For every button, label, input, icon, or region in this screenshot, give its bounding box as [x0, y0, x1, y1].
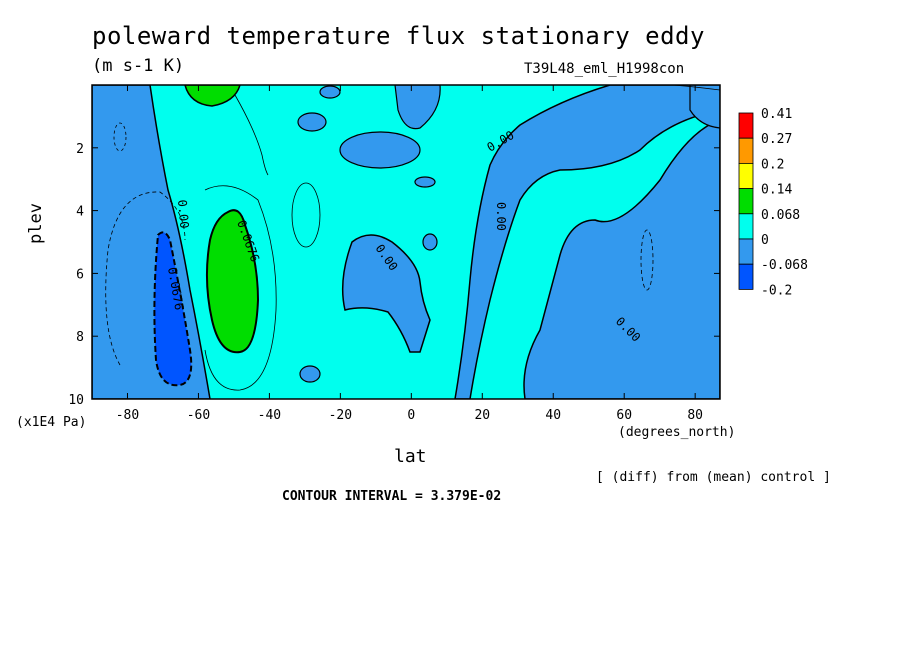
plot-frame [91, 84, 721, 400]
fill-darkblue-core [153, 231, 193, 387]
contour-thin-1 [204, 185, 277, 391]
colorbar-swatch [738, 238, 754, 265]
x-tick-label: 0 [407, 408, 415, 423]
run-label: T39L48_eml_H1998con [524, 61, 685, 77]
x-tick-label: -80 [116, 408, 139, 423]
colorbar-swatch [738, 112, 754, 139]
x-tick-label: -40 [258, 408, 281, 423]
y-tick-label: 2 [76, 142, 84, 157]
colorbar-swatch [738, 263, 754, 290]
colorbar-label: 0.2 [761, 157, 784, 172]
colorbar: 0.41 0.27 0.2 0.14 0.068 0 -0.068 -0.2 [738, 107, 808, 298]
colorbar-label: 0.14 [761, 183, 792, 198]
fill-blue-central [341, 234, 431, 353]
contour-dashed-1 [113, 122, 127, 152]
contour-thin-3 [291, 182, 321, 248]
y-axis-ticks: 2 4 6 8 10 [68, 142, 720, 408]
fill-blue-patch-4 [422, 233, 438, 251]
colorbar-swatch [738, 137, 754, 164]
x-axis-ticks: -80 -60 -40 -20 0 20 40 60 80 [116, 85, 703, 423]
colorbar-swatch [738, 213, 754, 240]
colorbar-swatch [738, 162, 754, 189]
y-tick-label: 8 [76, 330, 84, 345]
y-tick-label: 6 [76, 267, 84, 282]
fill-blue-patch-5 [299, 365, 321, 383]
contour-label: 0.00 [175, 199, 191, 229]
x-axis-label: lat [394, 446, 427, 467]
x-tick-label: 80 [687, 408, 703, 423]
contour-thin-4 [105, 191, 186, 366]
y-tick-label: 4 [76, 205, 84, 220]
x-tick-label: 20 [474, 408, 490, 423]
fill-blue-band [454, 85, 720, 399]
fill-blue-patch-3 [414, 176, 436, 188]
fill-blue-right [523, 119, 720, 399]
x-tick-label: -60 [187, 408, 210, 423]
contour-thin-5 [622, 85, 720, 91]
contour-interval: CONTOUR INTERVAL = 3.379E-02 [282, 489, 502, 504]
colorbar-label: 0.41 [761, 107, 792, 122]
contour-label: 0.00 [494, 202, 508, 231]
diff-note: [ (diff) from (mean) control ] [596, 470, 831, 485]
chart-title: poleward temperature flux stationary edd… [92, 22, 705, 50]
colorbar-label: 0 [761, 233, 769, 248]
fill-blue-patch-6 [319, 85, 341, 99]
fill-blue-patch-2 [339, 131, 421, 169]
x-tick-label: 40 [545, 408, 561, 423]
contour-fill [92, 85, 720, 399]
x-tick-label: 60 [616, 408, 632, 423]
colorbar-swatch [738, 188, 754, 215]
units-label: (m s-1 K) [92, 56, 185, 76]
contour-thin-2 [234, 94, 269, 176]
fill-blue-patch-1 [297, 112, 327, 132]
fill-green-core [205, 209, 260, 354]
x-tick-label: -20 [329, 408, 352, 423]
x-units-label: (degrees_north) [618, 425, 736, 440]
y-tick-label: 10 [68, 393, 84, 408]
colorbar-label: 0.27 [761, 132, 792, 147]
y-scale-label: (x1E4 Pa) [16, 415, 87, 430]
colorbar-label: -0.068 [761, 258, 808, 273]
fill-blue-patch-7 [394, 85, 441, 130]
colorbar-label: -0.2 [761, 283, 792, 298]
contour-dashed-2 [640, 229, 654, 291]
colorbar-label: 0.068 [761, 208, 800, 223]
